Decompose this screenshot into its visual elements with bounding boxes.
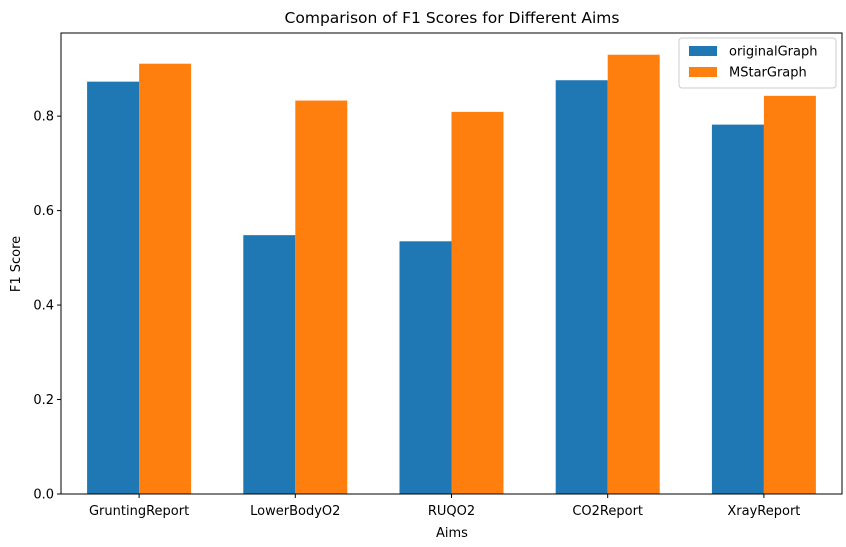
bar-originalGraph-LowerBodyO2: [243, 235, 296, 494]
bar-MStarGraph-GruntingReport: [139, 63, 192, 494]
y-tick-label: 0.2: [33, 393, 54, 408]
y-tick-label: 0.0: [33, 488, 54, 503]
x-tick-label: GruntingReport: [89, 504, 189, 519]
bar-MStarGraph-XrayReport: [763, 95, 816, 495]
y-tick-label: 0.4: [33, 299, 54, 314]
legend-swatch-originalGraph: [689, 46, 717, 56]
x-tick-label: LowerBodyO2: [250, 504, 340, 519]
chart-title: Comparison of F1 Scores for Different Ai…: [285, 9, 620, 27]
bar-MStarGraph-CO2Report: [607, 54, 660, 495]
y-tick-label: 0.8: [33, 110, 54, 125]
y-tick-label: 0.6: [33, 204, 54, 219]
x-tick-label: CO2Report: [572, 504, 643, 519]
x-tick-label: XrayReport: [727, 504, 800, 519]
x-tick-label: RUQO2: [428, 504, 475, 519]
legend: originalGraph MStarGraph: [678, 37, 837, 89]
bar-originalGraph-XrayReport: [711, 124, 764, 495]
plot-area: 0.0 0.2 0.4 0.6 0.8 GruntingReport LowerBodyO2…: [33, 32, 843, 519]
bar-originalGraph-CO2Report: [555, 80, 608, 494]
legend-label-MStarGraph: MStarGraph: [729, 66, 807, 81]
legend-swatch-MStarGraph: [689, 67, 717, 77]
y-axis-title: F1 Score: [9, 236, 24, 292]
legend-label-originalGraph: originalGraph: [729, 45, 817, 60]
bar-MStarGraph-LowerBodyO2: [295, 100, 348, 494]
bar-originalGraph-GruntingReport: [87, 81, 140, 495]
legend-box: [678, 37, 837, 89]
x-axis-title: Aims: [436, 526, 468, 541]
bar-MStarGraph-RUQO2: [451, 111, 504, 494]
bar-originalGraph-RUQO2: [399, 241, 452, 494]
